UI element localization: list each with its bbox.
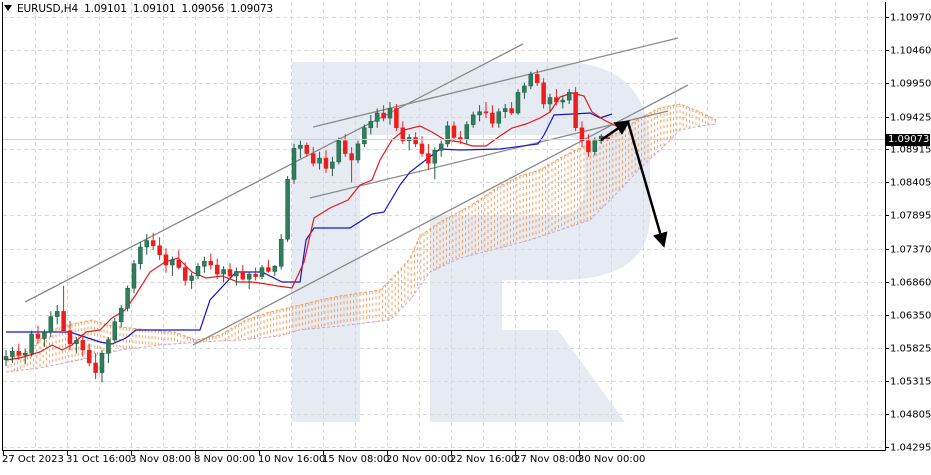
time-tick-label: 10 Nov 16:00 (258, 454, 326, 465)
time-tick-label: 8 Nov 00:00 (194, 454, 256, 465)
time-tick-label: 20 Nov 00:00 (386, 454, 454, 465)
chart-title-bar: EURUSD,H4 1.09101 1.09101 1.09056 1.09073 (4, 3, 273, 15)
ichimoku-lines (5, 92, 621, 361)
price-tick-label: 1.08915 (890, 144, 931, 155)
price-tick-label: 1.07895 (890, 210, 931, 221)
tenkan-line (5, 92, 621, 361)
price-tick-label: 1.08405 (890, 177, 931, 188)
price-tick-label: 1.05315 (890, 376, 931, 387)
time-axis-ticks (3, 450, 580, 455)
kijun-line (6, 112, 613, 345)
price-tick-label: 1.09950 (890, 78, 931, 89)
price-tick-label: 1.07370 (890, 244, 931, 255)
time-tick-label: 27 Oct 2023 (2, 454, 64, 465)
price-tick-label: 1.06350 (890, 310, 931, 321)
ichimoku-cloud (5, 103, 717, 373)
price-axis-ticks (885, 17, 889, 448)
price-tick-label: 1.10970 (890, 12, 931, 23)
watermark-logo (292, 62, 650, 422)
price-tick-label: 1.04295 (890, 442, 931, 453)
time-tick-label: 15 Nov 08:00 (322, 454, 390, 465)
open-value: 1.09101 (84, 3, 127, 15)
price-tick-label: 1.05825 (890, 343, 931, 354)
low-value: 1.09056 (181, 3, 225, 15)
price-tick-label: 1.04805 (890, 409, 931, 420)
high-value: 1.09101 (132, 3, 176, 15)
candlesticks (3, 69, 610, 383)
trendline-channel-upper-right[interactable] (312, 37, 679, 128)
chart-frame (2, 2, 886, 451)
time-tick-label: 3 Nov 08:00 (130, 454, 192, 465)
time-tick-label: 22 Nov 16:00 (450, 454, 518, 465)
price-tick-label: 1.09425 (890, 112, 931, 123)
price-tick-label: 1.10460 (890, 45, 931, 56)
price-tick-label: 1.06860 (890, 277, 931, 288)
trendlines[interactable] (24, 37, 689, 346)
collapse-triangle-icon[interactable] (4, 5, 12, 11)
symbol-label: EURUSD,H4 (17, 3, 79, 15)
trendline-channel-lower[interactable] (192, 84, 689, 346)
time-tick-label: 31 Oct 16:00 (66, 454, 132, 465)
forecast-arrow[interactable] (600, 120, 668, 248)
time-tick-label: 30 Nov 00:00 (578, 454, 646, 465)
time-tick-label: 27 Nov 08:00 (514, 454, 582, 465)
close-value: 1.09073 (230, 3, 274, 15)
trendline-channel-upper-left[interactable] (24, 43, 524, 303)
current-price-tag: 1.09073 (886, 133, 930, 146)
trendline-inner-support[interactable] (309, 110, 669, 199)
